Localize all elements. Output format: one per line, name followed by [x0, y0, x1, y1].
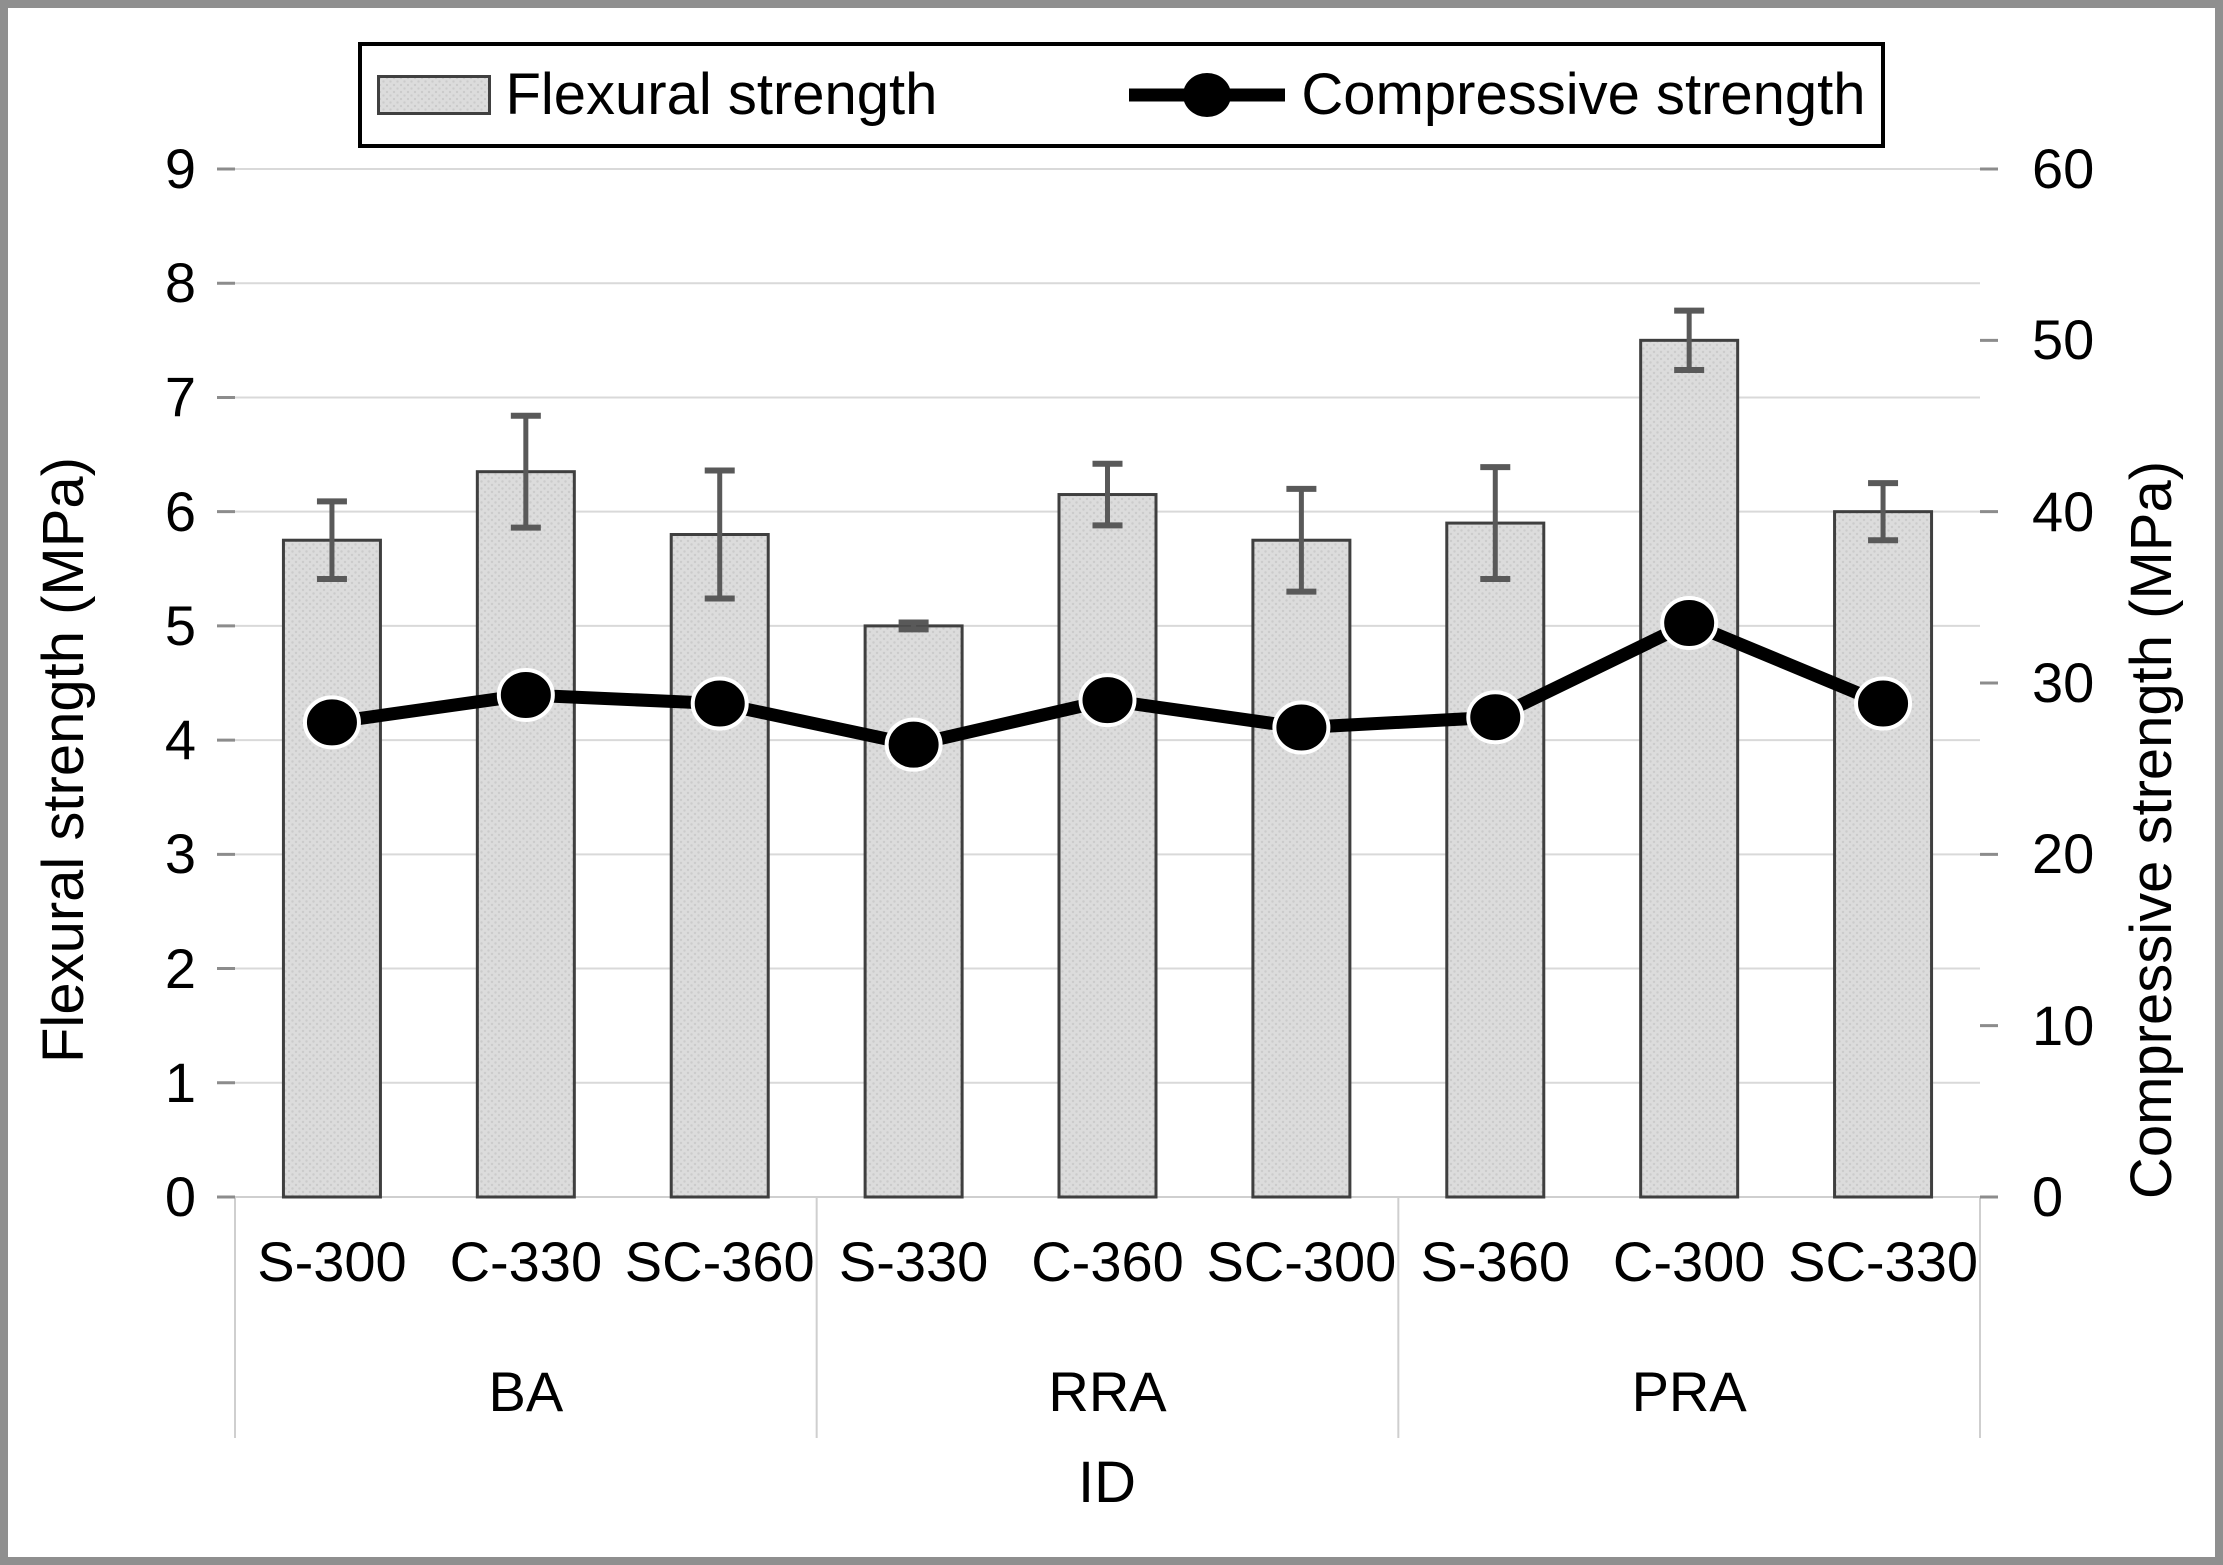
x-axis-title: ID: [1078, 1450, 1136, 1515]
bar-S-360: [1445, 521, 1546, 1199]
right-axis-tick-label: 20: [2032, 822, 2095, 886]
flexural-bar-swatch-icon: [377, 75, 492, 115]
group-label: RRA: [1048, 1360, 1167, 1423]
bar-C-300: [1639, 338, 1740, 1199]
bar-SC-330: [1833, 510, 1934, 1199]
right-axis-tick-label: 60: [2032, 137, 2095, 200]
bar-SC-360: [669, 533, 770, 1199]
left-axis-tick-label: 5: [164, 593, 196, 657]
left-axis-title: Flexural strength (MPa): [31, 457, 96, 1063]
category-label: C-330: [449, 1230, 603, 1293]
category-label: SC-300: [1206, 1230, 1397, 1293]
marker-C-360: [1078, 673, 1137, 728]
left-axis-tick-label: 0: [164, 1165, 196, 1228]
right-axis-tick-label: 50: [2032, 308, 2095, 372]
category-label: S-330: [838, 1230, 989, 1293]
category-label: S-300: [257, 1230, 407, 1293]
bar-C-360: [1057, 493, 1158, 1199]
left-axis-tick-label: 2: [164, 936, 196, 1000]
marker-S-300: [302, 695, 361, 750]
right-axis-tick-label: 30: [2032, 651, 2095, 714]
left-axis-tick-label: 7: [164, 365, 196, 429]
category-label: C-300: [1612, 1230, 1766, 1293]
marker-C-300: [1660, 596, 1719, 651]
left-axis-tick-label: 1: [164, 1050, 196, 1114]
left-axis-tick-label: 8: [164, 251, 196, 315]
marker-SC-330: [1854, 676, 1913, 731]
bar-S-330: [863, 624, 964, 1199]
category-label: C-360: [1031, 1230, 1184, 1293]
bar-C-330: [475, 470, 576, 1199]
left-axis-tick-label: 9: [164, 137, 196, 200]
category-label: S-360: [1420, 1230, 1570, 1293]
right-axis-title: Compressive strength (MPa): [2119, 460, 2184, 1200]
marker-SC-300: [1272, 700, 1331, 755]
bar-SC-300: [1251, 538, 1352, 1199]
category-label: SC-360: [624, 1230, 815, 1293]
left-axis-tick-label: 6: [164, 479, 196, 543]
legend: Flexural strength Compressive strength: [358, 42, 1885, 148]
marker-SC-360: [690, 676, 749, 731]
marker-S-360: [1466, 690, 1525, 745]
left-axis-tick-label: 3: [164, 822, 196, 886]
group-label: BA: [488, 1360, 564, 1423]
group-label: PRA: [1631, 1360, 1747, 1423]
legend-item-compressive: Compressive strength: [1127, 62, 1866, 127]
category-label: SC-330: [1788, 1230, 1978, 1293]
legend-label-compressive: Compressive strength: [1301, 62, 1866, 127]
bar-S-300: [281, 538, 382, 1199]
marker-C-330: [496, 667, 555, 722]
legend-label-flexural: Flexural strength: [505, 62, 938, 127]
marker-S-330: [884, 717, 943, 772]
left-axis-tick-label: 4: [164, 708, 196, 772]
legend-item-flexural: Flexural strength: [377, 66, 937, 124]
compressive-line-marker-icon: [1129, 73, 1286, 117]
right-axis-tick-label: 40: [2032, 479, 2095, 543]
right-axis-tick-label: 10: [2032, 993, 2095, 1057]
right-axis-tick-label: 0: [2032, 1165, 2064, 1228]
